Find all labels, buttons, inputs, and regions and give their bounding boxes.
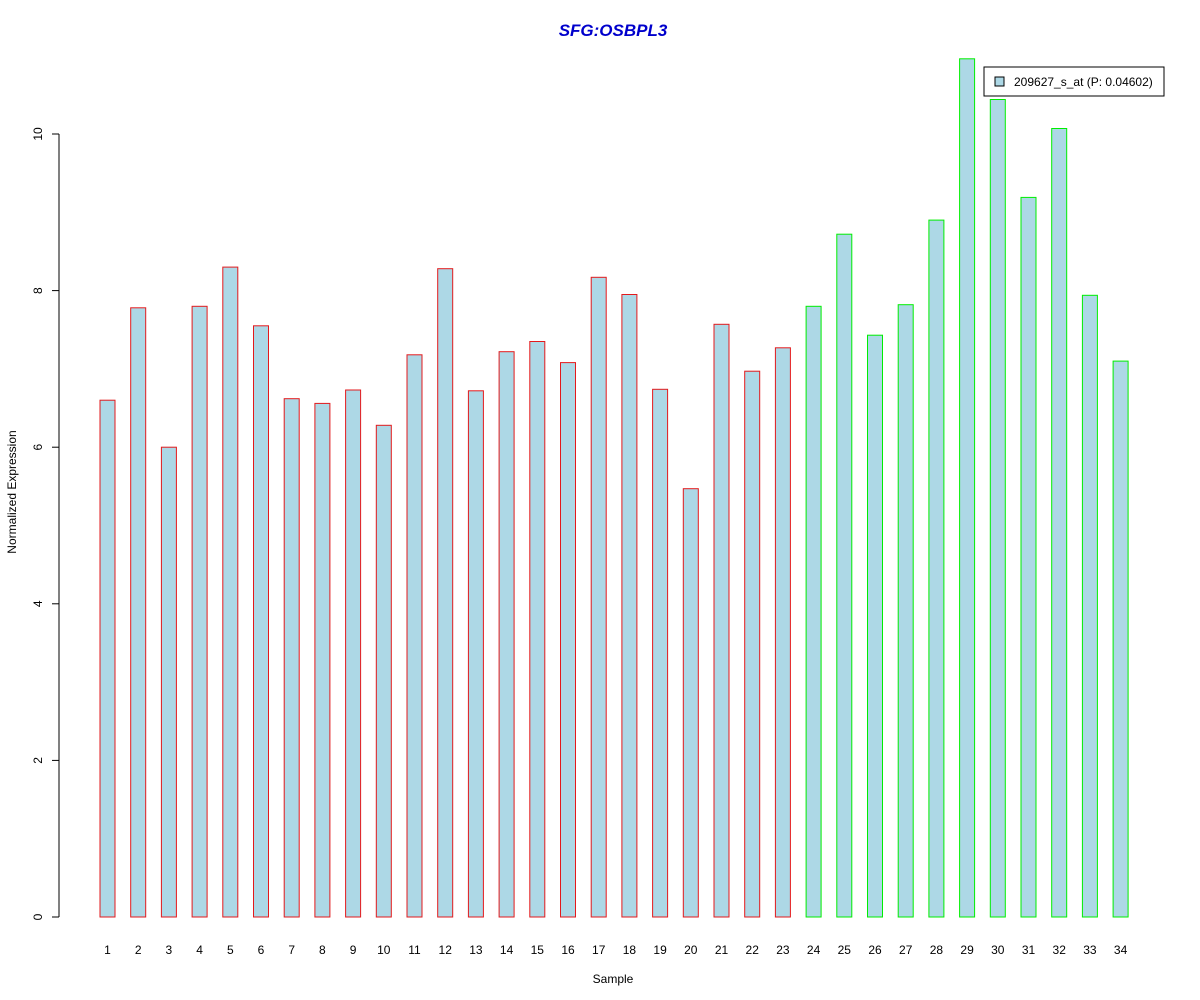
x-tick-label: 25	[838, 943, 852, 957]
bar-sample-6	[253, 325, 269, 918]
bar-sample-26	[867, 334, 883, 918]
bar-sample-24	[805, 305, 822, 918]
bar-sample-22	[744, 370, 761, 918]
bar-sample-2	[130, 307, 147, 918]
bar-sample-27	[897, 304, 914, 918]
x-tick-label: 26	[868, 943, 882, 957]
x-tick-label: 32	[1053, 943, 1067, 957]
bar-sample-9	[345, 389, 362, 918]
x-tick-label: 24	[807, 943, 821, 957]
bar-sample-16	[560, 362, 576, 918]
y-axis: 0 2 4 6 8 10	[31, 127, 60, 920]
bar-sample-1	[99, 399, 116, 918]
x-tick-label: 14	[500, 943, 514, 957]
bar-sample-11	[406, 354, 423, 918]
bar-sample-25	[836, 233, 853, 918]
x-tick-label: 12	[439, 943, 453, 957]
bar-sample-21	[713, 323, 730, 918]
x-tick-label: 33	[1083, 943, 1097, 957]
x-tick-label: 8	[319, 943, 326, 957]
x-tick-label: 1	[104, 943, 111, 957]
x-axis-label: Sample	[593, 972, 634, 986]
bar-sample-19	[652, 388, 669, 918]
x-tick-label: 34	[1114, 943, 1128, 957]
bar-sample-3	[160, 446, 177, 918]
legend-label: 209627_s_at (P: 0.04602)	[1014, 75, 1153, 89]
bar-sample-18	[621, 294, 638, 918]
bar-sample-10	[375, 424, 392, 918]
bar-sample-15	[529, 341, 546, 918]
y-tick-label: 6	[31, 444, 45, 451]
x-tick-label: 31	[1022, 943, 1036, 957]
y-axis-label: Normalized Expression	[5, 430, 19, 553]
x-tick-label: 6	[258, 943, 265, 957]
x-tick-label: 11	[408, 943, 421, 957]
chart-title: SFG:OSBPL3	[559, 21, 668, 40]
x-tick-label: 2	[135, 943, 142, 957]
bar-sample-4	[191, 305, 208, 918]
bar-sample-13	[467, 390, 484, 918]
y-tick-label: 4	[31, 600, 45, 607]
x-tick-label: 7	[288, 943, 295, 957]
legend-box	[983, 66, 1165, 97]
bar-sample-12	[437, 268, 454, 918]
x-tick-label: 5	[227, 943, 234, 957]
x-tick-label: 13	[469, 943, 483, 957]
bar-sample-8	[314, 402, 331, 918]
x-tick-label: 21	[715, 943, 729, 957]
bar-sample-5	[222, 266, 239, 918]
y-tick-label: 0	[31, 913, 45, 920]
x-tick-label: 19	[653, 943, 667, 957]
x-tick-labels: 1 2 3 4 5 6 7 8 9 10 11 12 13 14 15 16 17 18 19 20 21 22 23 24 2…	[104, 943, 1127, 957]
x-tick-label: 20	[684, 943, 698, 957]
legend-swatch	[994, 76, 1005, 87]
legend: 209627_s_at (P: 0.04602)	[983, 66, 1165, 97]
x-tick-label: 28	[930, 943, 944, 957]
bar-sample-28	[928, 219, 945, 918]
bar-sample-31	[1020, 196, 1037, 918]
x-tick-label: 4	[196, 943, 203, 957]
x-tick-label: 3	[166, 943, 173, 957]
x-tick-label: 16	[561, 943, 575, 957]
bar-sample-17	[590, 276, 607, 918]
bar-sample-14	[498, 351, 515, 918]
x-tick-label: 18	[623, 943, 637, 957]
x-tick-label: 10	[377, 943, 391, 957]
y-tick-label: 8	[31, 287, 45, 294]
x-tick-label: 30	[991, 943, 1005, 957]
x-tick-label: 23	[776, 943, 790, 957]
x-tick-label: 17	[592, 943, 606, 957]
y-tick-label: 2	[31, 757, 45, 764]
bar-sample-29	[959, 58, 976, 918]
bar-sample-32	[1051, 128, 1068, 918]
x-tick-label: 22	[746, 943, 760, 957]
bar-sample-23	[774, 347, 791, 918]
bar-sample-30	[989, 99, 1006, 918]
x-tick-label: 15	[531, 943, 545, 957]
bar-sample-20	[682, 488, 699, 918]
x-tick-label: 9	[350, 943, 357, 957]
bar-sample-34	[1112, 360, 1129, 918]
x-tick-label: 29	[960, 943, 974, 957]
x-tick-label: 27	[899, 943, 913, 957]
bars	[99, 58, 1129, 918]
bar-sample-33	[1081, 294, 1098, 918]
y-tick-label: 10	[31, 127, 45, 141]
bar-sample-7	[283, 398, 300, 918]
